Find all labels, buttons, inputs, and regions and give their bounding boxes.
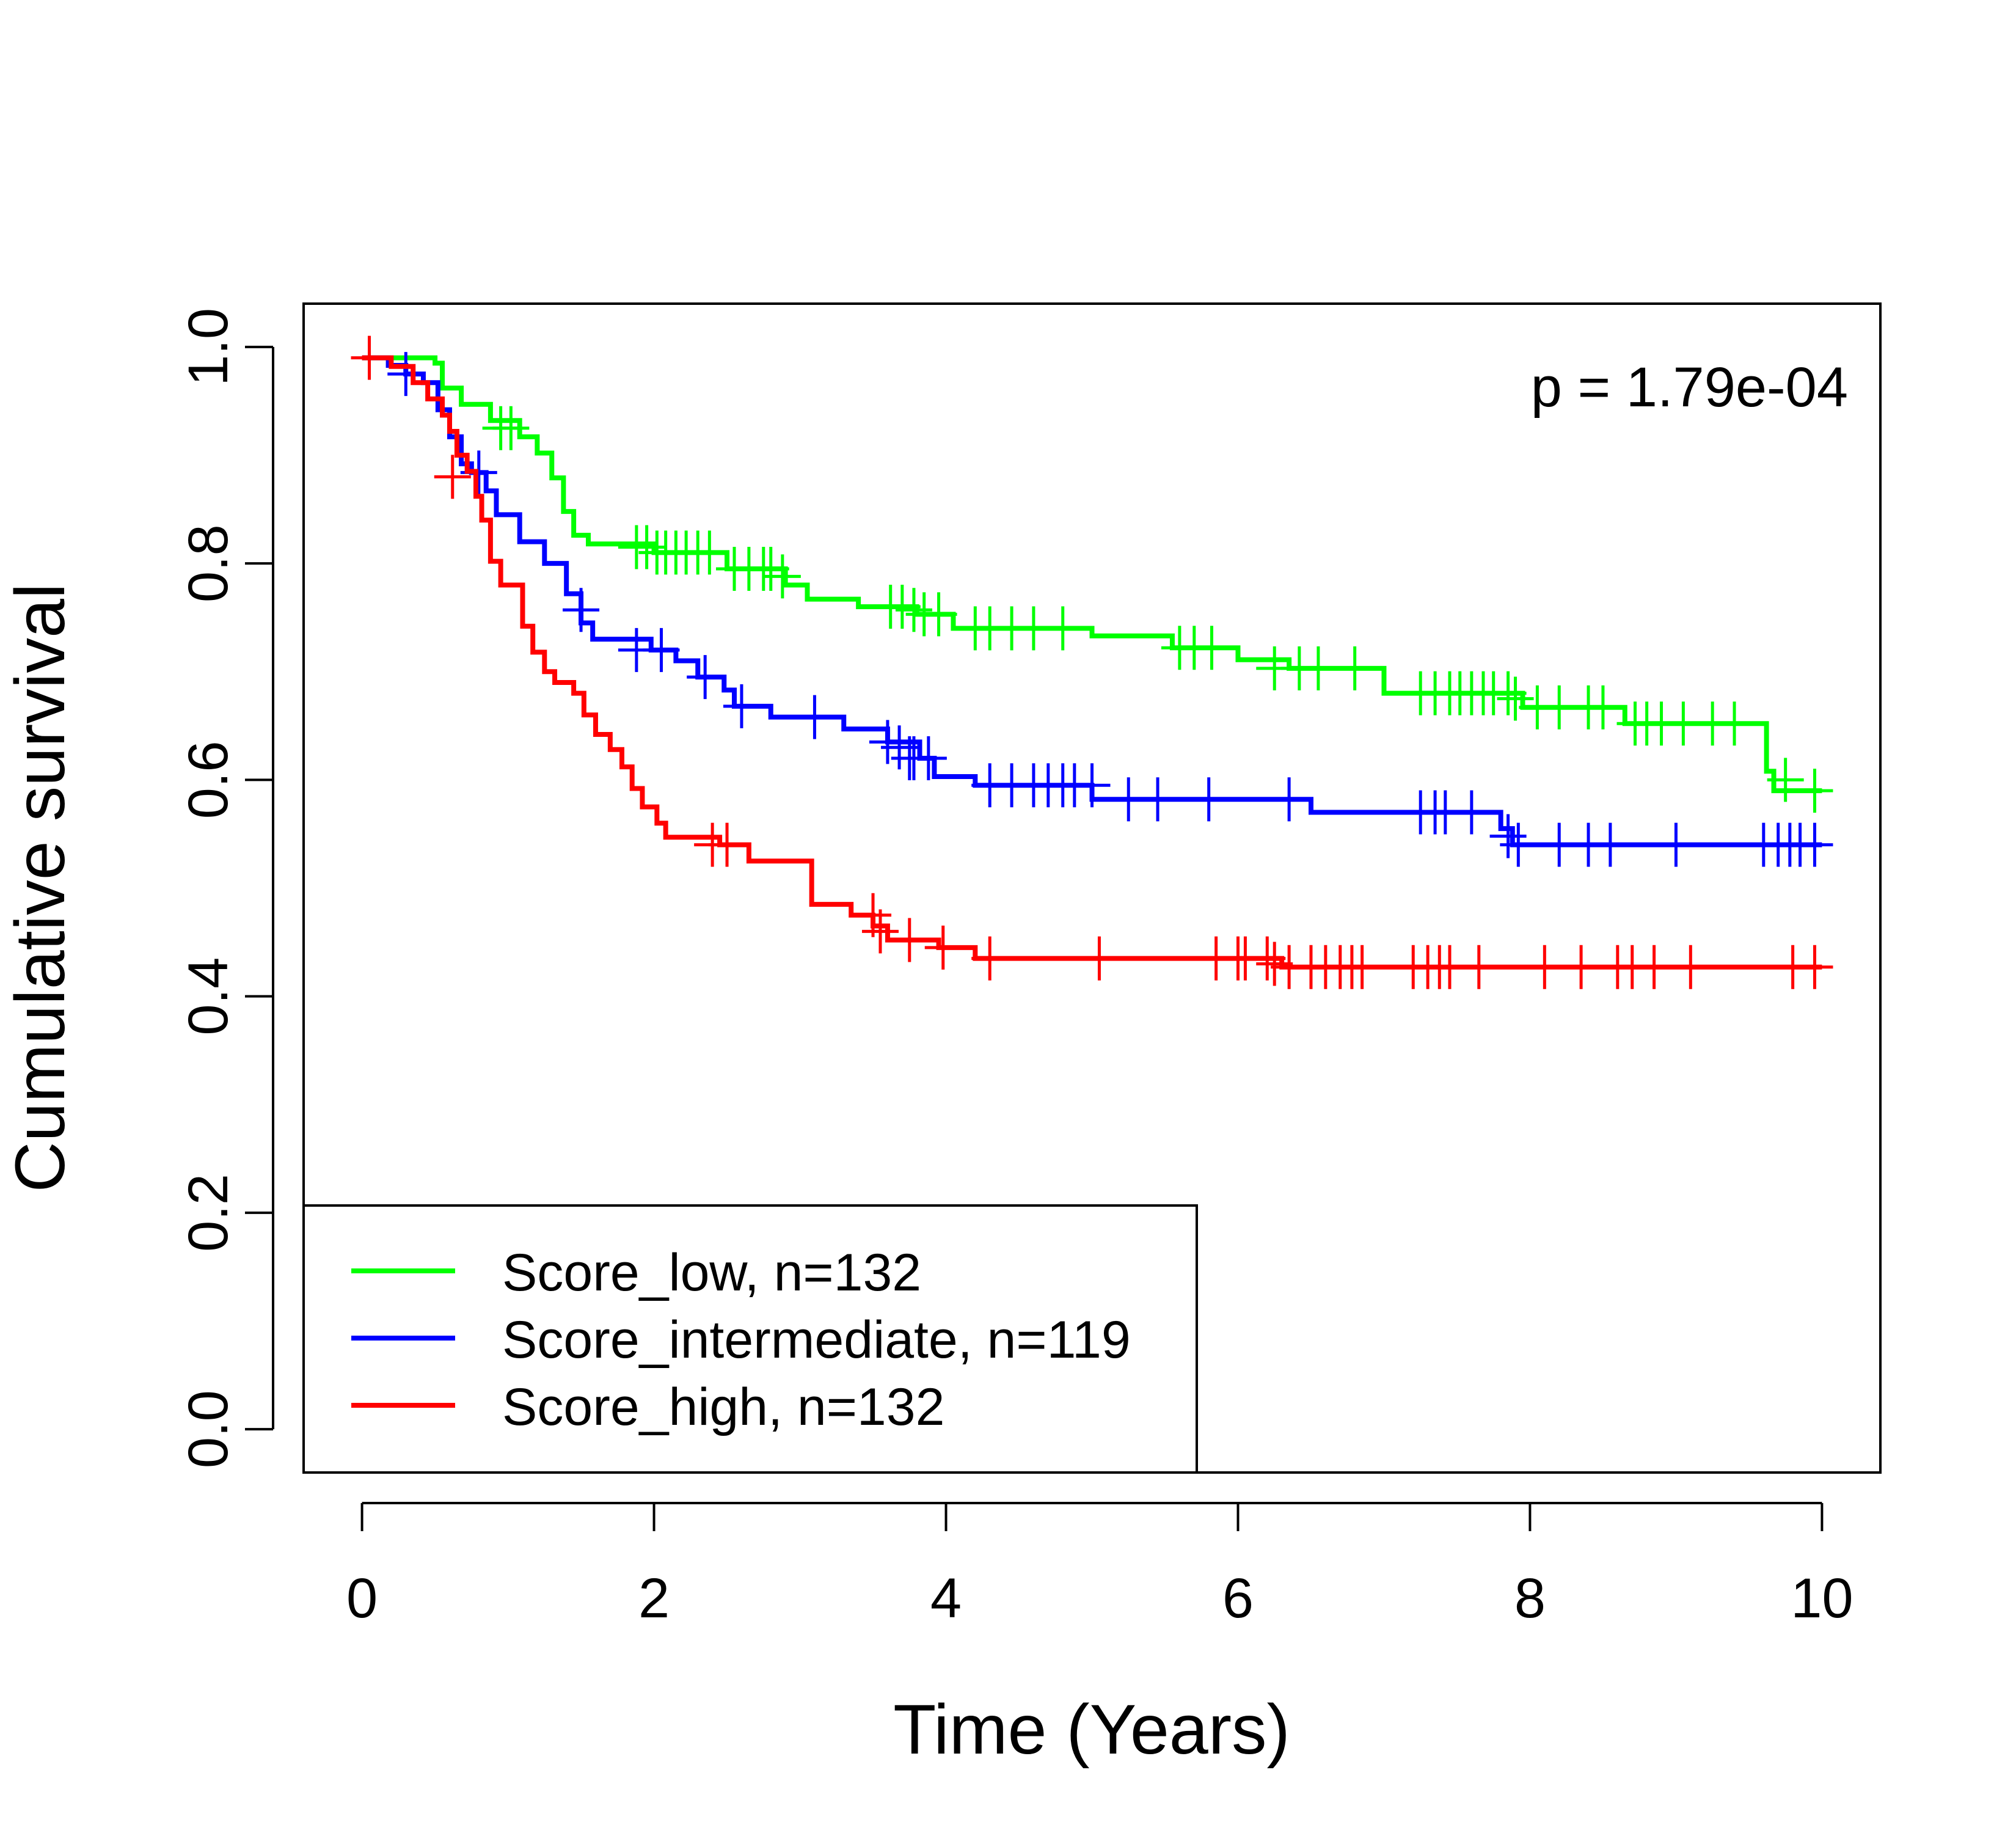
censor-mark <box>855 893 892 937</box>
censor-mark <box>1336 646 1373 690</box>
censor-mark <box>971 936 1009 981</box>
survival-curve <box>362 355 1822 970</box>
legend-label: Score_high, n=132 <box>502 1378 944 1436</box>
y-tick-label: 0.6 <box>177 741 239 819</box>
x-tick-label: 8 <box>1514 1567 1546 1630</box>
censor-mark <box>1081 936 1118 981</box>
censor-mark <box>1044 606 1081 651</box>
censor-mark <box>563 588 600 632</box>
censor-mark <box>1591 822 1629 867</box>
censor-mark <box>881 725 918 770</box>
series-2 <box>351 335 1833 989</box>
censor-mark <box>492 406 530 450</box>
x-tick-label: 2 <box>638 1567 670 1630</box>
censor-mark <box>861 909 899 954</box>
x-tick-label: 4 <box>930 1567 962 1630</box>
axes: 0 2 4 6 8 10 0.0 0.2 0.4 0.6 0.8 1.0 <box>177 308 1853 1630</box>
censor-mark <box>764 554 801 599</box>
censor-mark <box>1767 758 1804 802</box>
censor-mark <box>709 822 746 867</box>
censor-mark <box>723 684 760 728</box>
censor-mark <box>1526 945 1563 989</box>
censor-mark <box>1796 945 1833 989</box>
censor-mark <box>628 525 665 569</box>
censor-mark <box>895 588 932 632</box>
censor-mark <box>1489 814 1527 858</box>
censor-mark <box>1657 822 1695 867</box>
censor-mark <box>351 335 388 380</box>
legend: Score_low, n=132 Score_intermediate, n=11… <box>302 1204 1198 1474</box>
censor-mark <box>924 925 962 970</box>
censor-mark <box>1584 685 1621 730</box>
censor-mark <box>1672 945 1709 989</box>
censor-mark <box>1796 822 1833 867</box>
series-layer <box>351 335 1833 989</box>
censor-mark <box>1271 777 1308 822</box>
censor-mark <box>1193 626 1230 670</box>
x-tick-label: 6 <box>1222 1567 1254 1630</box>
legend-label: Score_low, n=132 <box>502 1243 921 1302</box>
y-tick-label: 0.4 <box>177 957 239 1036</box>
censor-mark <box>1796 769 1833 813</box>
censor-mark <box>920 592 957 637</box>
censor-mark <box>1073 763 1111 808</box>
series-0 <box>362 355 1833 813</box>
censor-mark <box>1299 646 1337 690</box>
censor-mark <box>691 530 728 575</box>
censor-mark <box>1249 936 1286 981</box>
y-tick-label: 0.2 <box>177 1174 239 1252</box>
censor-mark <box>1716 701 1753 746</box>
censor-mark <box>1460 945 1497 989</box>
censor-mark <box>387 352 425 397</box>
censor-mark <box>1453 790 1490 835</box>
censor-mark <box>1500 822 1537 867</box>
y-axis-title: Cumulative survival <box>1 584 79 1193</box>
legend-label: Score_intermediate, n=119 <box>502 1311 1131 1369</box>
censor-mark <box>643 627 680 672</box>
censor-mark <box>434 455 471 499</box>
y-tick-label: 1.0 <box>177 308 239 386</box>
censor-mark <box>1497 676 1534 721</box>
p-value-annotation: p = 1.79e-04 <box>1531 356 1848 419</box>
censor-mark <box>687 655 724 700</box>
censor-mark <box>1190 777 1227 822</box>
censor-mark <box>1343 945 1381 989</box>
x-tick-label: 0 <box>346 1567 378 1630</box>
censor-mark <box>1256 942 1293 986</box>
x-tick-label: 10 <box>1791 1567 1853 1630</box>
censor-mark <box>1489 671 1527 715</box>
censor-mark <box>1635 945 1673 989</box>
x-axis-title: Time (Years) <box>893 1691 1290 1769</box>
censor-mark <box>1563 945 1600 989</box>
censor-mark <box>910 736 947 780</box>
y-tick-label: 0.0 <box>177 1390 239 1468</box>
censor-mark <box>1139 777 1177 822</box>
y-tick-label: 0.8 <box>177 524 239 602</box>
series-1 <box>362 352 1833 867</box>
censor-mark <box>796 695 833 739</box>
censor-mark <box>891 918 928 962</box>
